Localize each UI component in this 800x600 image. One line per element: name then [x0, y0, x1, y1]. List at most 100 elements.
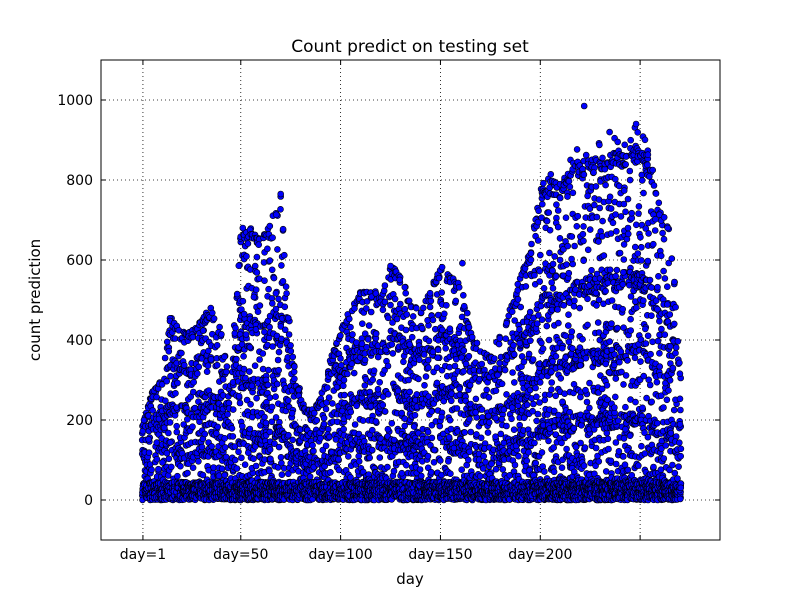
data-point — [264, 381, 272, 389]
data-point — [460, 302, 468, 310]
data-point — [233, 465, 241, 472]
data-point — [218, 330, 225, 338]
data-point — [472, 395, 480, 403]
data-point — [355, 458, 363, 465]
data-point — [287, 347, 295, 355]
data-point — [218, 465, 226, 473]
data-point — [174, 472, 181, 480]
data-point — [278, 471, 286, 479]
data-point — [398, 469, 406, 477]
data-point — [394, 387, 402, 395]
data-point — [184, 415, 191, 423]
data-point — [456, 385, 463, 393]
data-point — [428, 408, 435, 415]
data-point — [266, 394, 274, 402]
data-point — [452, 297, 460, 305]
data-point — [291, 375, 298, 383]
data-point — [239, 297, 247, 305]
data-point — [390, 467, 398, 475]
data-point — [374, 385, 382, 393]
data-point — [351, 305, 358, 312]
data-point — [421, 381, 428, 389]
data-point — [372, 418, 380, 425]
data-point — [265, 366, 272, 374]
data-point — [253, 269, 261, 276]
data-point — [313, 416, 321, 424]
data-point — [268, 403, 276, 411]
data-point — [165, 347, 173, 355]
data-point — [228, 425, 236, 432]
data-point — [167, 372, 174, 380]
data-point — [351, 421, 359, 428]
data-point — [232, 324, 239, 332]
data-point — [168, 463, 175, 471]
data-point — [349, 331, 356, 338]
data-point — [272, 393, 279, 401]
data-point — [203, 368, 211, 376]
data-point — [233, 355, 240, 363]
data-point — [461, 429, 469, 436]
data-point — [452, 355, 460, 363]
data-point — [411, 411, 419, 419]
data-point — [208, 443, 215, 450]
data-point — [447, 470, 454, 478]
data-point — [381, 298, 389, 306]
data-point — [279, 225, 287, 233]
data-point — [189, 333, 197, 341]
data-point — [261, 277, 268, 285]
data-point — [167, 439, 174, 446]
data-point — [159, 459, 166, 466]
data-point — [480, 452, 488, 460]
data-point — [275, 295, 282, 303]
data-point — [221, 353, 228, 361]
data-point — [353, 402, 360, 410]
data-point — [327, 468, 334, 476]
data-point — [434, 346, 442, 354]
data-point — [155, 465, 162, 473]
data-point — [443, 301, 450, 309]
data-point — [438, 263, 446, 271]
data-point — [344, 453, 352, 460]
data-point — [388, 341, 396, 348]
data-point — [256, 302, 264, 309]
data-point — [166, 419, 174, 426]
data-point — [145, 449, 153, 457]
data-point — [242, 374, 249, 382]
data-point — [239, 422, 246, 430]
data-point — [384, 362, 392, 370]
data-point — [401, 283, 409, 291]
data-point — [277, 206, 284, 213]
data-point — [255, 241, 263, 248]
data-point — [194, 370, 201, 377]
data-point — [189, 464, 197, 472]
data-point — [153, 455, 161, 463]
data-point — [384, 425, 392, 433]
data-point — [440, 310, 448, 318]
data-point — [368, 446, 376, 454]
data-point — [322, 442, 330, 450]
data-point — [259, 350, 267, 357]
data-point — [253, 394, 260, 402]
data-point — [434, 354, 441, 362]
data-point — [384, 390, 392, 398]
data-point — [145, 435, 152, 443]
data-point — [171, 335, 179, 342]
data-point — [410, 423, 418, 430]
data-point — [478, 406, 486, 413]
data-point — [306, 473, 314, 480]
data-point — [242, 331, 250, 338]
data-point — [235, 262, 243, 270]
data-point — [406, 388, 414, 396]
data-point — [406, 341, 414, 348]
data-point — [246, 343, 254, 351]
data-point — [274, 246, 281, 253]
data-point — [275, 348, 283, 356]
data-point — [272, 289, 280, 297]
data-point — [365, 322, 373, 329]
data-point — [447, 397, 455, 405]
data-point — [341, 391, 348, 399]
data-point — [460, 367, 468, 375]
data-point — [455, 283, 463, 291]
